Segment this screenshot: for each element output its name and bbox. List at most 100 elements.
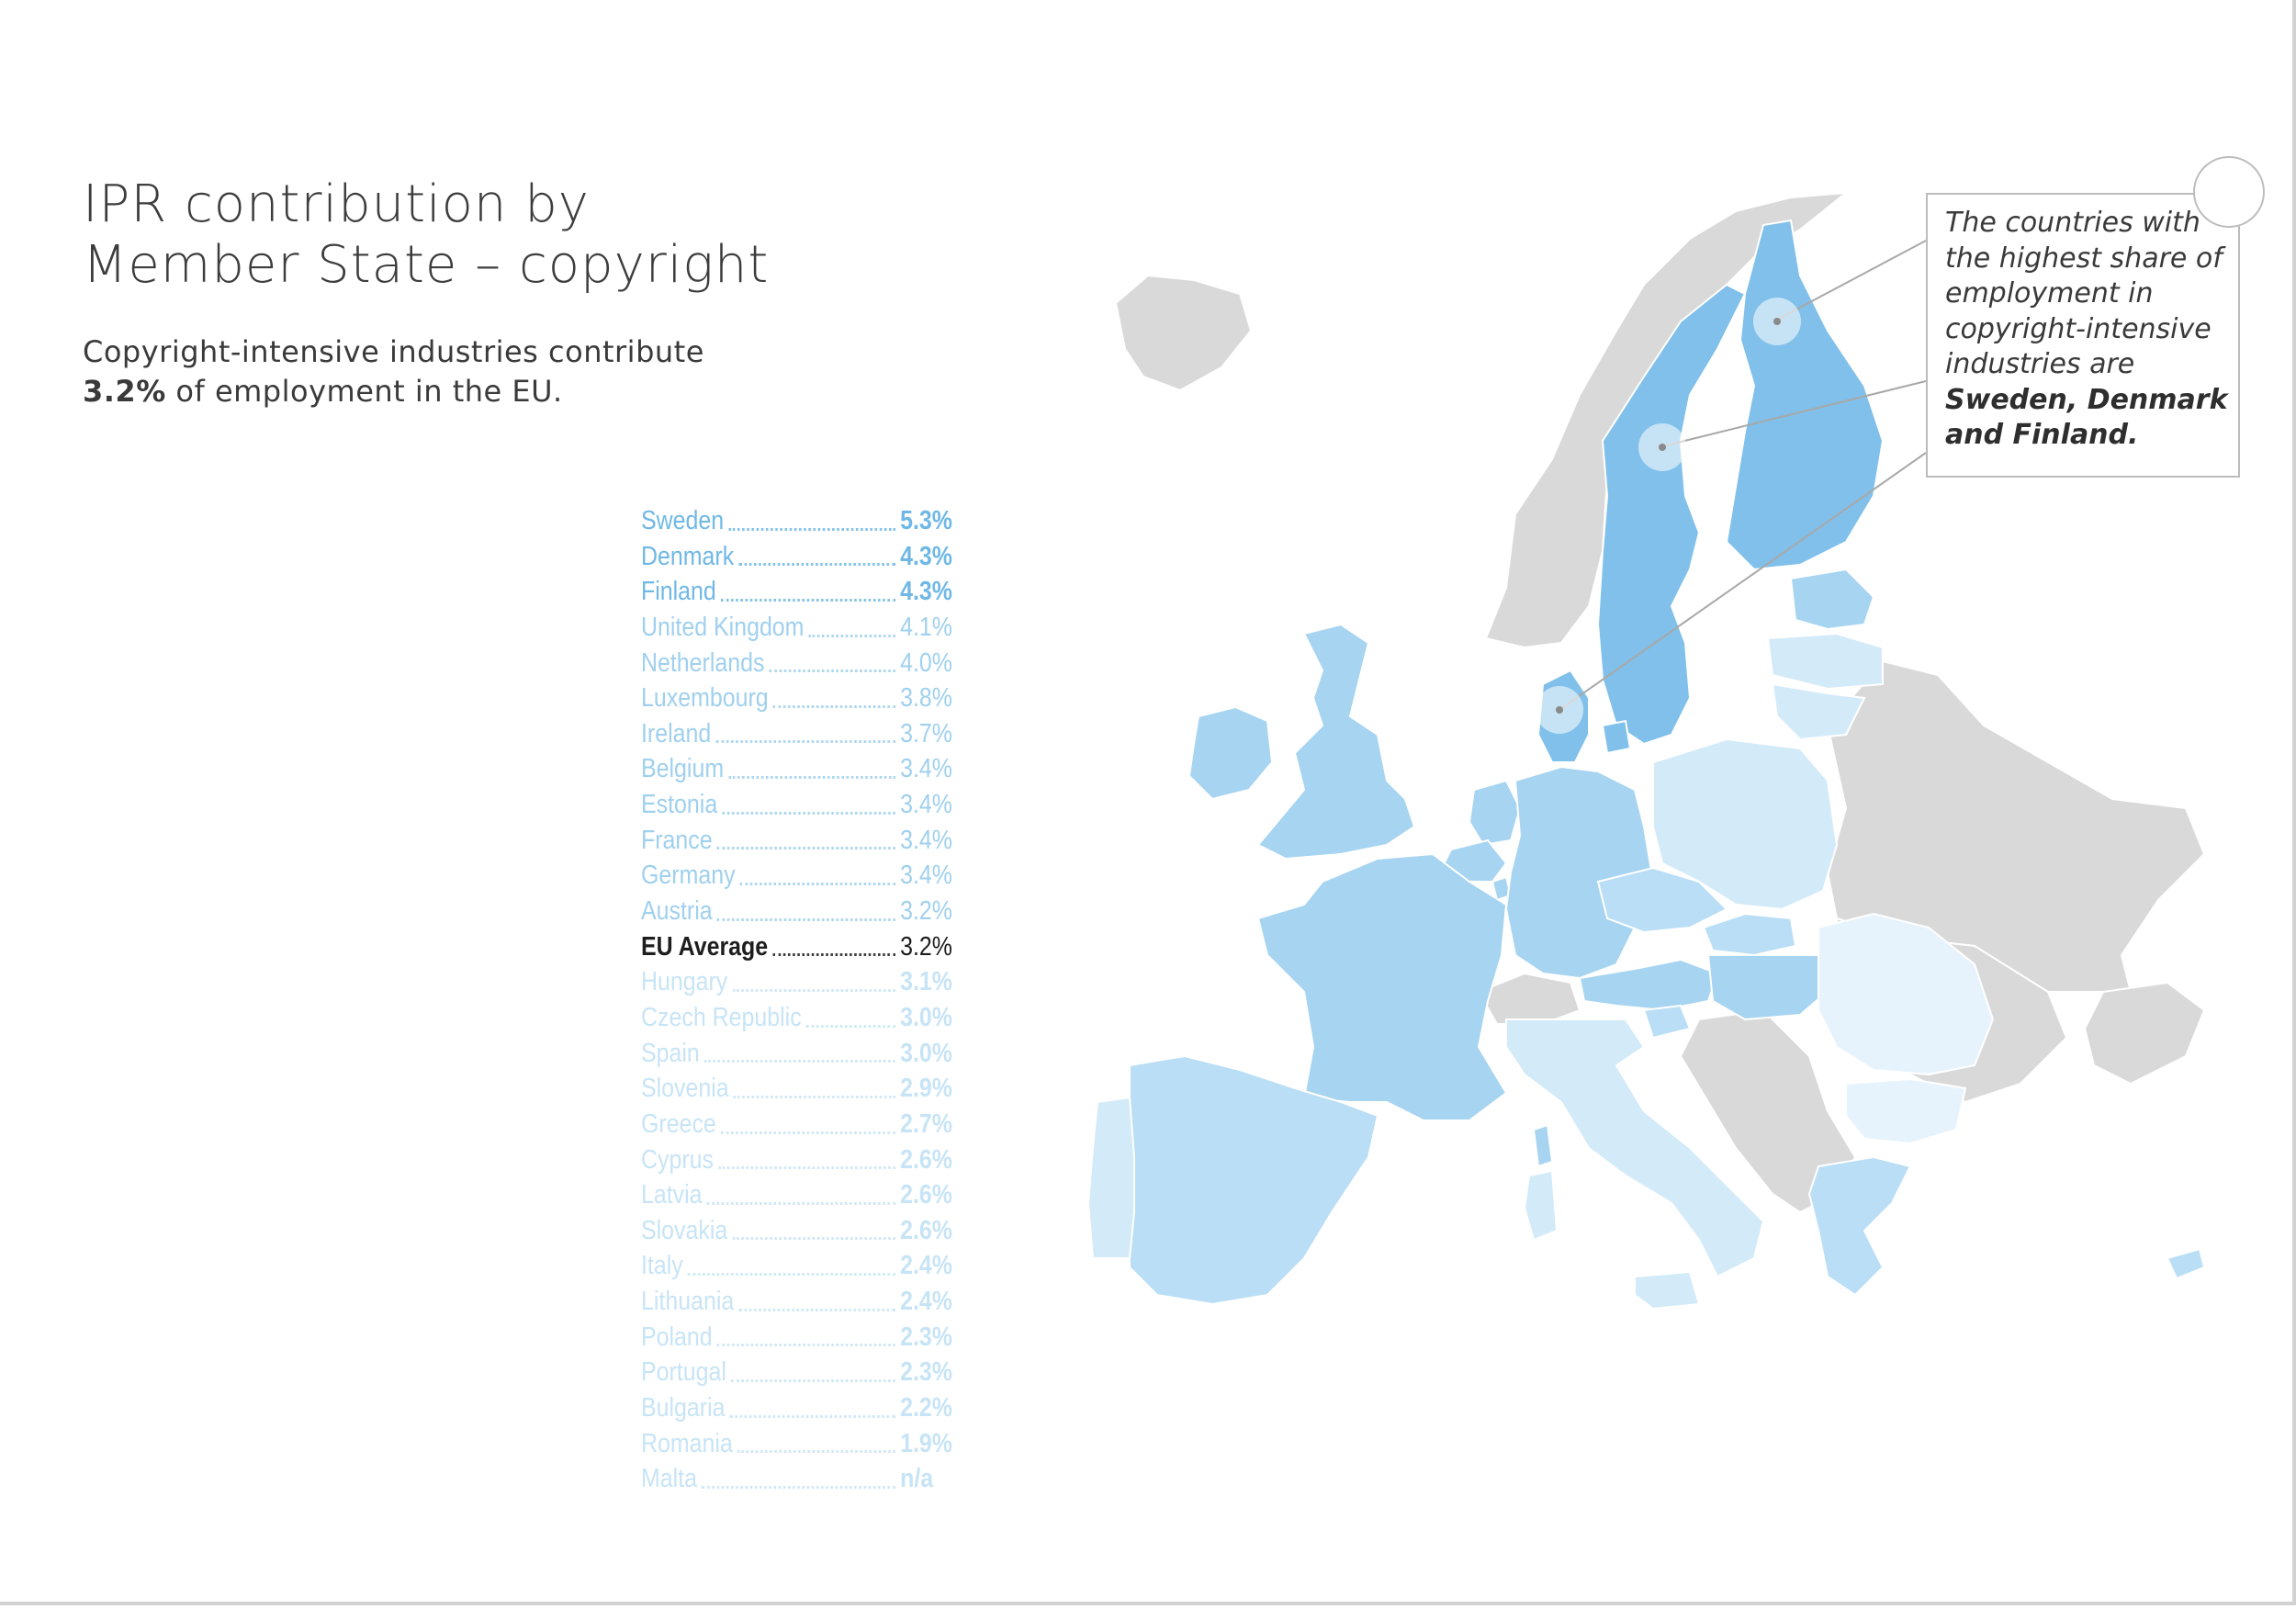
ranking-country: Ireland: [641, 718, 712, 748]
ranking-value: 3.4%: [900, 790, 952, 820]
ranking-row: Estonia 3.4%: [641, 787, 952, 823]
map-czech: [1596, 866, 1728, 934]
map-italy: [1505, 1018, 1765, 1278]
map-portugal: [1086, 1096, 1135, 1259]
callout-leader-finland: [1776, 240, 1927, 321]
map-bulgaria: [1845, 1077, 1967, 1145]
ranking-row: EU Average 3.2%: [641, 929, 952, 965]
map-slovakia: [1702, 912, 1797, 957]
ranking-leader-dots: [733, 1095, 895, 1098]
ranking-value: 4.0%: [900, 647, 952, 678]
ranking-country: Hungary: [641, 967, 728, 997]
ranking-country: Austria: [641, 896, 713, 927]
title-line-2: Member State – copyright: [83, 235, 770, 295]
ranking-leader-dots: [732, 988, 895, 992]
ranking-country: Netherlands: [641, 647, 765, 678]
map-netherlands: [1468, 779, 1522, 847]
map-france: [1256, 852, 1508, 1121]
ranking-value: 3.0%: [900, 1002, 952, 1032]
map-switzerland: [1477, 972, 1581, 1025]
map-sicily: [1634, 1270, 1701, 1311]
ranking-value: 2.6%: [900, 1215, 952, 1245]
ranking-row: Finland 4.3%: [641, 574, 952, 610]
ranking-leader-dots: [769, 669, 895, 673]
ranking-value: 4.1%: [900, 612, 952, 642]
marker-denmark-dot: [1556, 706, 1563, 714]
ranking-row: Belgium 3.4%: [641, 751, 952, 787]
ranking-leader-dots: [706, 1201, 895, 1205]
map-uk: [1256, 623, 1416, 861]
ranking-country: Greece: [641, 1108, 716, 1139]
map-ireland: [1187, 705, 1274, 801]
callout-line-2: the highest share of: [1945, 242, 2223, 275]
map-russia-east: [1826, 659, 2206, 993]
map-sardinia: [1523, 1169, 1559, 1242]
ranking-value: 3.2%: [900, 896, 952, 927]
ranking-value: 2.3%: [900, 1357, 952, 1388]
ranking-value: 2.2%: [900, 1393, 952, 1423]
map-austria: [1578, 958, 1719, 1012]
ranking-country: Spain: [641, 1038, 700, 1068]
ranking-country: Slovenia: [641, 1074, 729, 1104]
ranking-leader-dots: [728, 776, 895, 780]
ranking-row: Greece 2.7%: [641, 1107, 952, 1142]
map-iceland: [1114, 274, 1253, 392]
map-sweden: [1596, 283, 1747, 746]
ranking-value: 3.1%: [900, 967, 952, 997]
map-denmark-zealand: [1601, 719, 1632, 755]
ranking-leader-dots: [702, 1485, 895, 1489]
ranking-leader-dots: [772, 953, 895, 957]
map-germany: [1504, 765, 1655, 980]
map-norway: [1484, 191, 1850, 649]
ranking-country: Portugal: [641, 1357, 726, 1388]
ranking-row: Sweden 5.3%: [641, 503, 952, 539]
ranking-row: Italy 2.4%: [641, 1248, 952, 1284]
ranking-leader-dots: [737, 1450, 895, 1454]
ranking-row: Luxembourg 3.8%: [641, 681, 952, 716]
ranking-value: 2.4%: [900, 1251, 952, 1281]
ranking-row: Bulgaria 2.2%: [641, 1390, 952, 1426]
ranking-row: Germany 3.4%: [641, 858, 952, 894]
ranking-value: 2.6%: [900, 1144, 952, 1175]
ranking-value: 3.4%: [900, 861, 952, 891]
ranking-value: 3.4%: [900, 825, 952, 855]
ranking-country: Denmark: [641, 541, 735, 571]
ranking-value: 5.3%: [900, 506, 952, 535]
ranking-value: 4.3%: [900, 541, 952, 571]
ranking-leader-dots: [732, 1237, 895, 1241]
ranking-leader-dots: [687, 1273, 895, 1277]
ranking-value: 3.7%: [900, 718, 952, 748]
ranking-country: Estonia: [641, 790, 718, 820]
ranking-leader-dots: [716, 847, 895, 850]
ranking-row: France 3.4%: [641, 823, 952, 859]
ranking-country: Bulgaria: [641, 1393, 726, 1423]
ranking-row: Spain 3.0%: [641, 1036, 952, 1072]
ranking-country: Malta: [641, 1464, 697, 1494]
ranking-leader-dots: [722, 811, 895, 815]
ranking-country: Czech Republic: [641, 1002, 802, 1032]
ranking-value: 2.6%: [900, 1180, 952, 1210]
title-line-1: IPR contribution by: [83, 174, 590, 234]
ranking-leader-dots: [731, 1379, 895, 1383]
ranking-value: 3.2%: [900, 931, 952, 962]
map-lithuania: [1771, 682, 1866, 741]
ranking-row: Czech Republic 3.0%: [641, 1000, 952, 1036]
ranking-row: Slovakia 2.6%: [641, 1213, 952, 1249]
country-ranking-list: Sweden 5.3% Denmark 4.3% Finland 4.3% United K…: [641, 503, 952, 1497]
callout-leader-denmark: [1559, 452, 1927, 711]
callout-box: [1926, 193, 2240, 478]
map-greece: [1807, 1155, 1912, 1297]
ranking-row: Cyprus 2.6%: [641, 1142, 952, 1178]
ranking-country: Poland: [641, 1322, 713, 1352]
ranking-country: Romania: [641, 1428, 733, 1458]
ranking-country: Belgium: [641, 754, 725, 784]
ranking-row: Portugal 2.3%: [641, 1355, 952, 1390]
ranking-leader-dots: [772, 704, 895, 708]
ranking-value: 3.0%: [900, 1038, 952, 1068]
ranking-country: EU Average: [641, 931, 769, 962]
callout-highlight-2: and Finland.: [1945, 419, 2139, 451]
ranking-value: 2.3%: [900, 1322, 952, 1352]
ranking-leader-dots: [703, 1060, 895, 1063]
